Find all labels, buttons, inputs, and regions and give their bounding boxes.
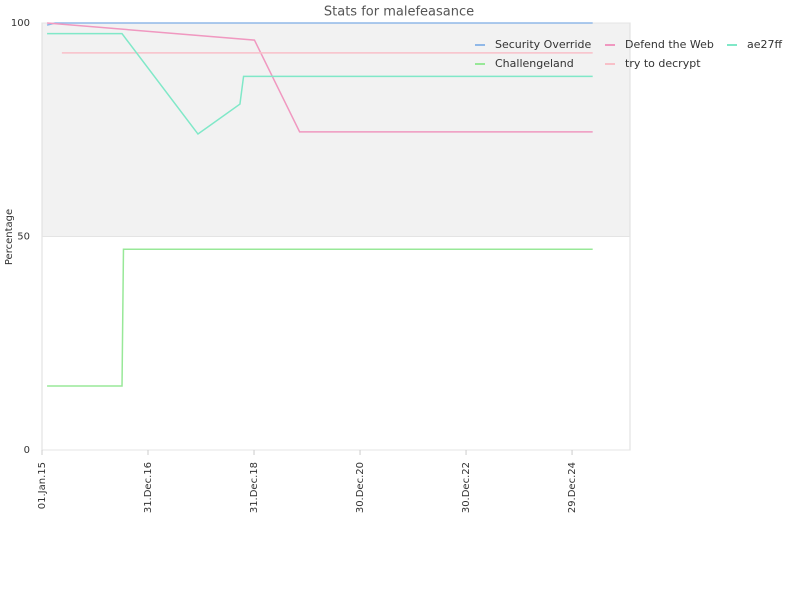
legend-label: Challengeland	[495, 57, 574, 70]
series-line	[47, 22, 593, 133]
plot-band	[42, 23, 630, 237]
y-axis-label: Percentage	[4, 209, 15, 265]
y-tick-label: 0	[24, 445, 30, 456]
legend-label: try to decrypt	[625, 57, 701, 70]
x-tick-label: 30.Dec.20	[355, 462, 366, 513]
series-line	[47, 32, 593, 136]
legend-label: Defend the Web	[625, 38, 714, 51]
legend-label: Security Override	[495, 38, 591, 51]
chart-title: Stats for malefeasance	[324, 5, 474, 20]
legend-label: ae27ff	[747, 38, 783, 51]
y-tick-label: 50	[17, 232, 30, 243]
x-tick-label: 31.Dec.16	[143, 462, 154, 513]
series-line	[47, 248, 593, 387]
x-tick-label: 29.Dec.24	[567, 462, 578, 513]
x-tick-label: 30.Dec.22	[461, 462, 472, 513]
x-tick-label: 01.Jan.15	[37, 462, 48, 509]
x-tick-label: 31.Dec.18	[249, 462, 260, 513]
y-tick-label: 100	[11, 18, 30, 29]
